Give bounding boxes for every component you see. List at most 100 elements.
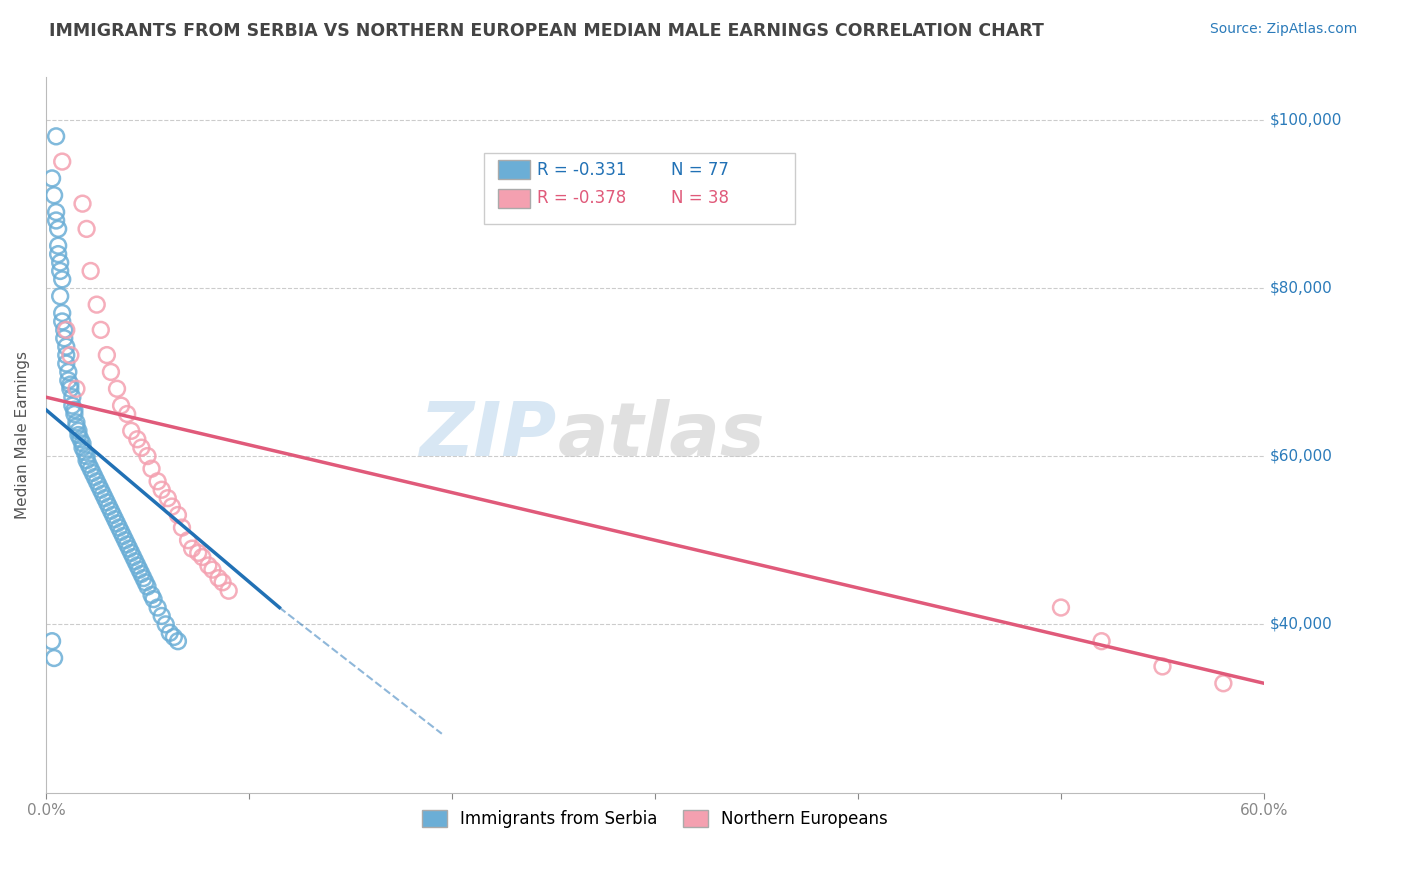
Point xyxy=(120,546,142,560)
Point xyxy=(63,402,86,417)
Point xyxy=(46,222,69,236)
Point xyxy=(218,583,240,598)
Point xyxy=(58,365,80,379)
Point xyxy=(51,272,73,286)
Point xyxy=(146,600,169,615)
Point xyxy=(72,196,94,211)
Point xyxy=(55,357,77,371)
Point xyxy=(59,382,82,396)
Text: ZIP: ZIP xyxy=(420,399,558,472)
Text: $80,000: $80,000 xyxy=(1270,280,1333,295)
Point xyxy=(108,520,131,534)
Y-axis label: Median Male Earnings: Median Male Earnings xyxy=(15,351,30,519)
Point xyxy=(87,478,110,492)
Point xyxy=(141,588,163,602)
Point xyxy=(155,617,177,632)
Point xyxy=(167,634,190,648)
Text: $40,000: $40,000 xyxy=(1270,617,1333,632)
Point xyxy=(136,580,159,594)
Point xyxy=(90,483,112,497)
Point xyxy=(160,500,183,514)
Point xyxy=(115,537,138,551)
Point xyxy=(72,441,94,455)
Point xyxy=(76,222,98,236)
Point xyxy=(134,575,156,590)
Point xyxy=(201,563,224,577)
Point xyxy=(211,575,233,590)
Point xyxy=(65,382,87,396)
Point xyxy=(128,563,150,577)
Point xyxy=(100,365,122,379)
Point xyxy=(76,453,98,467)
Point xyxy=(97,500,120,514)
Point xyxy=(96,495,118,509)
Point xyxy=(150,609,173,624)
Point xyxy=(118,541,141,556)
Point xyxy=(65,416,87,430)
Point xyxy=(114,533,136,548)
Point xyxy=(63,407,86,421)
Point xyxy=(45,213,67,227)
Text: Source: ZipAtlas.com: Source: ZipAtlas.com xyxy=(1209,22,1357,37)
Point xyxy=(79,461,101,475)
Point xyxy=(59,377,82,392)
Point xyxy=(122,550,145,565)
Point xyxy=(53,331,76,345)
Point xyxy=(55,323,77,337)
Point xyxy=(207,571,229,585)
Point xyxy=(197,558,219,573)
Point xyxy=(69,432,91,446)
Point xyxy=(156,491,179,505)
Point xyxy=(72,436,94,450)
Point xyxy=(91,487,114,501)
Point xyxy=(51,314,73,328)
Point xyxy=(1090,634,1112,648)
Point xyxy=(127,432,149,446)
Point xyxy=(191,550,214,565)
Point xyxy=(112,529,135,543)
Point xyxy=(76,449,98,463)
Text: $100,000: $100,000 xyxy=(1270,112,1343,127)
Legend: Immigrants from Serbia, Northern Europeans: Immigrants from Serbia, Northern Europea… xyxy=(415,803,894,834)
Point xyxy=(83,470,105,484)
Point xyxy=(100,504,122,518)
Text: N = 38: N = 38 xyxy=(671,189,728,207)
Point xyxy=(115,407,138,421)
Point xyxy=(53,323,76,337)
Point xyxy=(136,449,159,463)
Point xyxy=(110,399,132,413)
Point xyxy=(60,399,83,413)
Text: atlas: atlas xyxy=(558,399,765,472)
Point xyxy=(105,382,128,396)
Point xyxy=(51,306,73,320)
Point xyxy=(170,520,193,534)
Point xyxy=(127,558,149,573)
Point xyxy=(51,154,73,169)
Point xyxy=(55,348,77,362)
Point xyxy=(86,475,108,489)
Point xyxy=(181,541,204,556)
Point xyxy=(120,424,142,438)
FancyBboxPatch shape xyxy=(498,161,530,179)
Point xyxy=(105,516,128,531)
Point xyxy=(1050,600,1073,615)
Text: $60,000: $60,000 xyxy=(1270,449,1333,464)
Point xyxy=(41,634,63,648)
Point xyxy=(77,458,100,472)
Text: R = -0.378: R = -0.378 xyxy=(537,189,626,207)
Point xyxy=(49,264,72,278)
FancyBboxPatch shape xyxy=(485,153,794,224)
Point xyxy=(55,340,77,354)
Text: IMMIGRANTS FROM SERBIA VS NORTHERN EUROPEAN MEDIAN MALE EARNINGS CORRELATION CHA: IMMIGRANTS FROM SERBIA VS NORTHERN EUROP… xyxy=(49,22,1045,40)
Point xyxy=(142,592,165,607)
Point xyxy=(42,651,65,665)
Point xyxy=(79,264,101,278)
Point xyxy=(46,238,69,252)
Point xyxy=(49,255,72,269)
Point xyxy=(132,571,155,585)
Point xyxy=(59,348,82,362)
Point xyxy=(150,483,173,497)
Point xyxy=(187,546,209,560)
Point xyxy=(45,205,67,219)
Point xyxy=(94,491,117,505)
